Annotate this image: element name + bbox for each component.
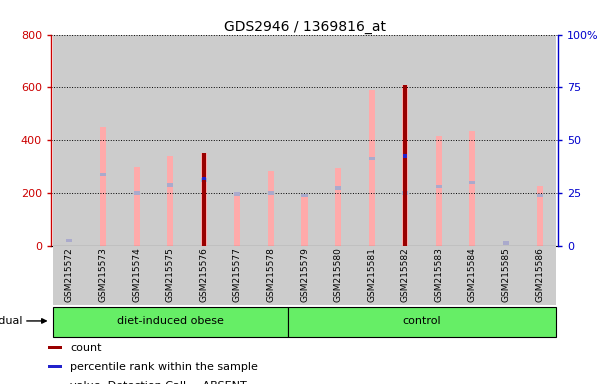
Bar bbox=[422, 246, 455, 305]
Bar bbox=[268, 170, 274, 246]
Bar bbox=[187, 35, 221, 246]
Bar bbox=[469, 131, 475, 246]
Title: GDS2946 / 1369816_at: GDS2946 / 1369816_at bbox=[224, 20, 386, 33]
Bar bbox=[254, 35, 288, 246]
Text: GSM215574: GSM215574 bbox=[132, 247, 141, 302]
Bar bbox=[403, 85, 407, 246]
Text: percentile rank within the sample: percentile rank within the sample bbox=[70, 362, 258, 372]
Bar bbox=[355, 35, 388, 246]
Bar bbox=[489, 35, 523, 246]
Bar bbox=[301, 197, 308, 246]
Bar bbox=[335, 186, 341, 190]
Bar bbox=[235, 192, 241, 246]
Text: GSM215586: GSM215586 bbox=[535, 247, 544, 302]
Bar bbox=[187, 246, 221, 305]
Bar bbox=[368, 157, 374, 161]
Text: GSM215577: GSM215577 bbox=[233, 247, 242, 302]
Bar bbox=[154, 35, 187, 246]
Text: GSM215576: GSM215576 bbox=[199, 247, 208, 302]
Text: count: count bbox=[70, 343, 101, 353]
Bar bbox=[221, 35, 254, 246]
Bar bbox=[503, 241, 509, 245]
Text: individual: individual bbox=[0, 316, 23, 326]
Bar bbox=[321, 246, 355, 305]
Bar bbox=[469, 180, 475, 184]
Bar bbox=[368, 90, 374, 246]
Bar bbox=[436, 136, 442, 246]
Bar bbox=[301, 194, 308, 197]
Bar bbox=[86, 35, 120, 246]
Bar bbox=[167, 183, 173, 187]
Bar bbox=[134, 167, 140, 246]
Bar bbox=[120, 246, 154, 305]
Text: GSM215572: GSM215572 bbox=[65, 247, 74, 302]
Text: GSM215580: GSM215580 bbox=[334, 247, 343, 302]
Bar bbox=[422, 35, 455, 246]
Bar bbox=[202, 153, 206, 246]
Bar bbox=[403, 154, 407, 158]
Bar bbox=[536, 186, 542, 246]
Bar bbox=[53, 246, 86, 305]
Text: value, Detection Call = ABSENT: value, Detection Call = ABSENT bbox=[70, 381, 247, 384]
Bar bbox=[268, 191, 274, 195]
Bar bbox=[100, 127, 106, 246]
Bar bbox=[201, 178, 207, 182]
Bar bbox=[388, 35, 422, 246]
Bar bbox=[288, 246, 321, 305]
Text: GSM215585: GSM215585 bbox=[502, 247, 511, 302]
Text: GSM215581: GSM215581 bbox=[367, 247, 376, 302]
Bar bbox=[120, 35, 154, 246]
Bar bbox=[202, 177, 206, 180]
Bar bbox=[47, 365, 62, 369]
Text: GSM215573: GSM215573 bbox=[98, 247, 107, 302]
Bar bbox=[536, 194, 542, 197]
Text: GSM215575: GSM215575 bbox=[166, 247, 175, 302]
Bar bbox=[489, 246, 523, 305]
Text: diet-induced obese: diet-induced obese bbox=[117, 316, 224, 326]
Bar bbox=[100, 173, 106, 176]
Bar bbox=[134, 191, 140, 195]
Bar bbox=[355, 246, 388, 305]
Text: GSM215578: GSM215578 bbox=[266, 247, 275, 302]
Bar bbox=[86, 246, 120, 305]
Bar bbox=[67, 238, 73, 242]
Bar bbox=[201, 153, 207, 246]
Bar bbox=[288, 35, 321, 246]
Bar bbox=[402, 85, 408, 246]
FancyBboxPatch shape bbox=[288, 306, 556, 337]
Bar bbox=[221, 246, 254, 305]
Bar bbox=[235, 192, 241, 196]
FancyBboxPatch shape bbox=[53, 306, 288, 337]
Text: control: control bbox=[403, 316, 442, 326]
Bar bbox=[167, 156, 173, 246]
Text: GSM215582: GSM215582 bbox=[401, 247, 410, 302]
Bar bbox=[321, 35, 355, 246]
Bar bbox=[523, 246, 556, 305]
Text: GSM215584: GSM215584 bbox=[468, 247, 477, 302]
Bar bbox=[455, 246, 489, 305]
Bar bbox=[455, 35, 489, 246]
Bar bbox=[436, 185, 442, 188]
Bar bbox=[523, 35, 556, 246]
Text: GSM215579: GSM215579 bbox=[300, 247, 309, 302]
Bar bbox=[53, 35, 86, 246]
Text: GSM215583: GSM215583 bbox=[434, 247, 443, 302]
Bar bbox=[47, 346, 62, 349]
Bar bbox=[402, 191, 408, 195]
Bar bbox=[388, 246, 422, 305]
Bar bbox=[335, 168, 341, 246]
Bar bbox=[154, 246, 187, 305]
Bar bbox=[254, 246, 288, 305]
